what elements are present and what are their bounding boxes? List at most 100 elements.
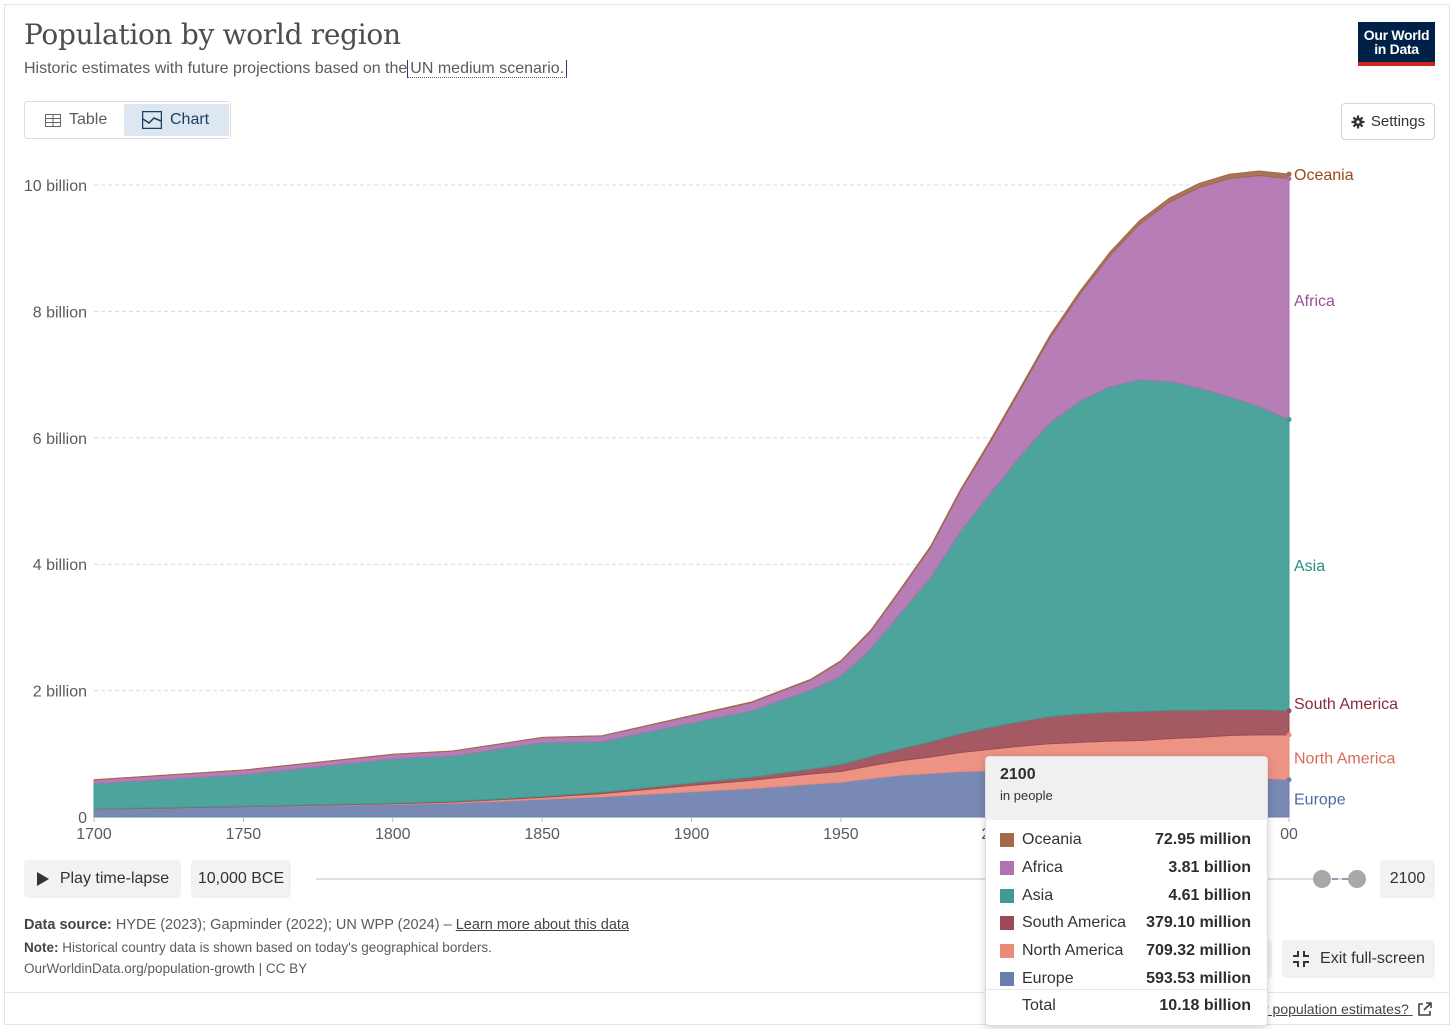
tooltip-row: Europe 593.53 million xyxy=(1000,968,1251,990)
end-year-label: 2100 xyxy=(1389,870,1426,887)
tooltip-series-value: 593.53 million xyxy=(1146,970,1251,987)
x-tick-label: 1850 xyxy=(524,826,560,843)
tooltip-series-name: North America xyxy=(1022,942,1124,959)
y-tick-label: 4 billion xyxy=(33,557,87,574)
tooltip-row: Oceania 72.95 million xyxy=(1000,829,1251,851)
tooltip-series-value: 3.81 billion xyxy=(1168,859,1251,876)
population-estimates-label: r population estimates? xyxy=(1264,1001,1409,1017)
series-label-europe: Europe xyxy=(1294,791,1346,808)
x-tick-label: 1800 xyxy=(375,826,411,843)
tooltip-unit: in people xyxy=(1000,788,1053,803)
table-icon xyxy=(45,113,61,127)
time-slider-end-handle[interactable] xyxy=(1348,870,1366,888)
y-tick-label: 8 billion xyxy=(33,304,87,321)
chart-areas xyxy=(93,170,1292,818)
footer-divider xyxy=(4,992,1450,993)
data-source: Data source: HYDE (2023); Gapminder (202… xyxy=(24,917,629,933)
tooltip-total-label: Total xyxy=(1022,997,1056,1014)
exit-fullscreen-icon xyxy=(1293,951,1310,967)
series-end-labels: Europe North America South America Asia Afri… xyxy=(1294,167,1398,808)
subtitle-text: Historic estimates with future projectio… xyxy=(24,60,408,77)
x-tick-label: 1750 xyxy=(226,826,262,843)
settings-label: Settings xyxy=(1370,113,1426,130)
endpoint-dot xyxy=(1286,777,1292,783)
tooltip-series-name: Africa xyxy=(1022,859,1063,876)
source-text: HYDE (2023); Gapminder (2022); UN WPP (2… xyxy=(115,917,452,933)
legend-swatch xyxy=(1000,972,1014,986)
settings-button[interactable]: Settings xyxy=(1341,103,1435,140)
end-year-button[interactable]: 2100 xyxy=(1380,860,1435,898)
chart-frame xyxy=(4,4,1450,1025)
x-tick-label: 1900 xyxy=(674,826,710,843)
tab-chart-label: Chart xyxy=(170,111,210,128)
gear-icon xyxy=(1351,115,1365,128)
population-estimates-link[interactable]: r population estimates? xyxy=(1264,1001,1433,1017)
legend-swatch xyxy=(1000,916,1014,930)
tooltip-separator xyxy=(986,989,1267,990)
exit-fullscreen-label: Exit full-screen xyxy=(1320,950,1425,967)
start-year-label: 10,000 BCE xyxy=(197,870,285,887)
endpoint-dot xyxy=(1286,171,1292,177)
y-tick-label: 2 billion xyxy=(33,684,87,701)
y-tick-label: 10 billion xyxy=(24,178,87,195)
tab-table-label: Table xyxy=(69,111,108,128)
endpoint-dot xyxy=(1286,176,1292,182)
tooltip-series-name: Asia xyxy=(1022,887,1054,904)
source-label: Data source: xyxy=(24,917,112,933)
endpoint-dot xyxy=(1286,416,1292,422)
tooltip-series-name: Europe xyxy=(1022,970,1074,987)
y-axis-ticks: 0 2 billion 4 billion 6 billion 8 billion 10 … xyxy=(24,178,87,827)
time-slider-start-handle[interactable] xyxy=(1313,870,1331,888)
tooltip: 2100 in people Oceania 72.95 million Afri… xyxy=(985,756,1268,1026)
tooltip-series-name: Oceania xyxy=(1022,831,1082,848)
external-link-icon xyxy=(1417,1002,1432,1016)
tooltip-row: South America 379.10 million xyxy=(1000,912,1251,934)
play-icon xyxy=(36,872,49,886)
tab-table[interactable]: Table xyxy=(33,104,119,136)
chart-title: Population by world region xyxy=(24,18,401,51)
tooltip-series-value: 379.10 million xyxy=(1146,914,1251,931)
start-year-button[interactable]: 10,000 BCE xyxy=(191,860,291,898)
endpoint-dot xyxy=(1286,708,1292,714)
series-label-north-america: North America xyxy=(1294,750,1395,767)
y-tick-label: 0 xyxy=(78,810,87,827)
tooltip-series-name: South America xyxy=(1022,914,1127,931)
play-timelapse-button[interactable]: Play time-lapse xyxy=(24,860,181,898)
tooltip-row: Africa 3.81 billion xyxy=(1000,857,1251,879)
y-tick-label: 6 billion xyxy=(33,431,87,448)
exit-fullscreen-button[interactable]: Exit full-screen xyxy=(1282,940,1435,978)
tooltip-series-value: 72.95 million xyxy=(1154,831,1251,848)
note: Note: Historical country data is shown b… xyxy=(24,940,492,955)
series-label-south-america: South America xyxy=(1294,696,1398,713)
tooltip-series-value: 709.32 million xyxy=(1146,942,1251,959)
series-label-asia: Asia xyxy=(1294,558,1325,575)
un-scenario-link[interactable]: UN medium scenario. xyxy=(407,60,568,78)
citation[interactable]: OurWorldinData.org/population-growth | C… xyxy=(24,961,308,976)
logo-line-1: Our World xyxy=(1363,27,1430,43)
tooltip-total-row: Total 10.18 billion xyxy=(1000,997,1251,1015)
play-label: Play time-lapse xyxy=(59,870,170,887)
series-label-oceania: Oceania xyxy=(1294,167,1354,184)
legend-swatch xyxy=(1000,861,1014,875)
x-tick-label: 1700 xyxy=(76,826,112,843)
tooltip-header: 2100 in people xyxy=(986,757,1267,820)
tooltip-row: Asia 4.61 billion xyxy=(1000,885,1251,907)
logo-line-2: in Data xyxy=(1374,41,1419,57)
note-label: Note: xyxy=(24,940,59,955)
series-label-africa: Africa xyxy=(1294,293,1335,310)
tooltip-total-value: 10.18 billion xyxy=(1159,997,1251,1014)
tab-chart[interactable]: Chart xyxy=(124,104,229,136)
x-tick-label: 00 xyxy=(1280,826,1298,843)
x-tick-label: 1950 xyxy=(823,826,859,843)
endpoint-dot xyxy=(1286,732,1292,738)
learn-more-link[interactable]: Learn more about this data xyxy=(455,917,630,933)
chart-subtitle: Historic estimates with future projectio… xyxy=(24,60,568,78)
note-text: Historical country data is shown based o… xyxy=(62,940,492,955)
owid-logo[interactable]: Our World in Data xyxy=(1358,22,1435,66)
tooltip-row: North America 709.32 million xyxy=(1000,940,1251,962)
view-tabs: Table Chart xyxy=(24,101,231,139)
tooltip-series-value: 4.61 billion xyxy=(1168,887,1251,904)
tooltip-year: 2100 xyxy=(1000,766,1036,783)
legend-swatch xyxy=(1000,944,1014,958)
